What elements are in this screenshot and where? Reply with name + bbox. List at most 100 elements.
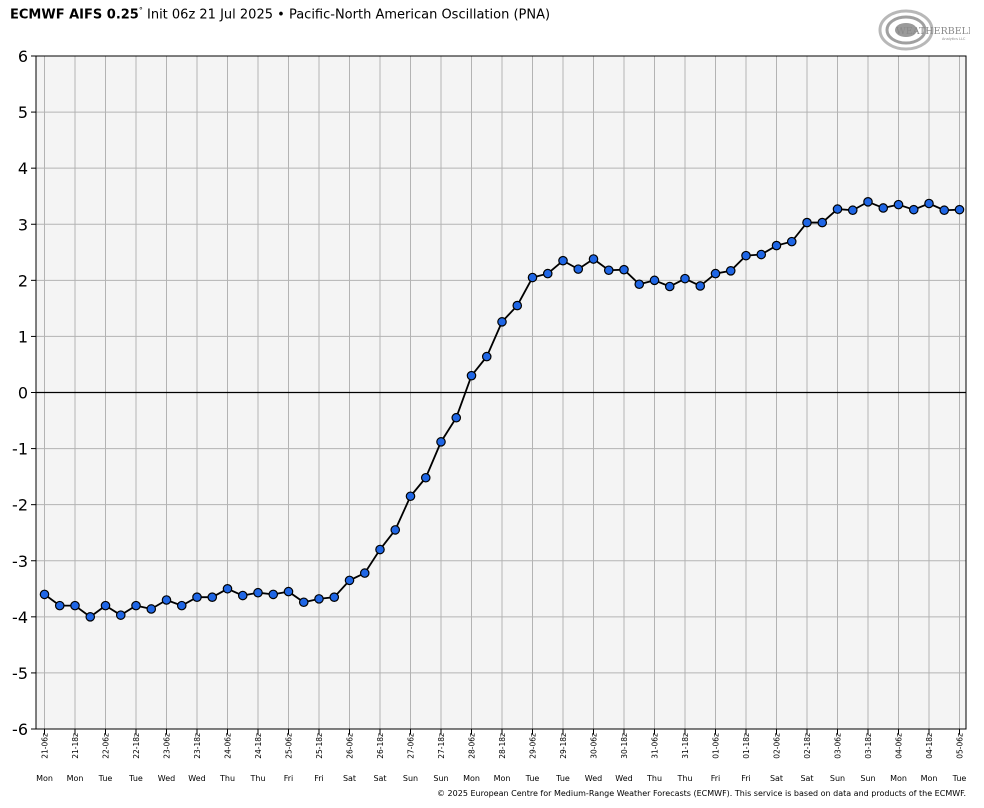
data-point-13 — [237, 590, 248, 601]
data-point-36 — [588, 254, 599, 264]
data-point-0 — [39, 589, 50, 600]
x-tick-label-9: 25-18z — [315, 733, 324, 759]
data-point-2 — [70, 600, 80, 611]
x-tick-label-11: 26-18z — [376, 733, 385, 759]
data-point-50 — [802, 217, 812, 228]
data-point-32 — [527, 272, 538, 283]
x-tick-label-3: 22-18z — [132, 733, 141, 759]
x-day-label-9: Fri — [314, 774, 324, 783]
x-tick-label-5: 23-18z — [193, 733, 202, 759]
data-point-7 — [146, 604, 157, 614]
chart-header: ECMWF AIFS 0.25° Init 06z 21 Jul 2025 • … — [10, 6, 550, 22]
data-point-49 — [786, 236, 797, 247]
data-point-20 — [344, 575, 355, 586]
x-axis: 21-06z Mon 21-18z Mon 22-06z Tue 22-18z Tue 23-0… — [36, 729, 966, 783]
data-point-59 — [939, 205, 950, 216]
data-point-38 — [619, 264, 629, 275]
data-point-30 — [497, 317, 507, 327]
x-tick-label-29: 04-18z — [925, 733, 934, 759]
x-tick-label-27: 03-18z — [864, 733, 873, 759]
data-point-51 — [817, 217, 828, 228]
logo-swirl-outer — [878, 9, 934, 51]
model-name: ECMWF AIFS 0.25 — [10, 7, 139, 23]
x-tick-label-20: 31-06z — [651, 733, 660, 759]
x-tick-label-12: 27-06z — [407, 733, 416, 759]
x-day-label-2: Tue — [98, 774, 113, 783]
y-tick-label-11: -5 — [12, 664, 28, 683]
y-tick-label-5: 1 — [18, 327, 28, 346]
pna-series-points — [39, 197, 965, 622]
x-day-label-27: Sun — [860, 774, 875, 783]
data-point-25 — [420, 472, 431, 483]
title-separator: • — [277, 7, 285, 23]
x-day-label-8: Fri — [284, 774, 294, 783]
x-day-label-10: Sat — [343, 774, 356, 783]
data-point-55 — [878, 203, 889, 213]
y-tick-label-3: 3 — [18, 215, 28, 234]
data-point-57 — [908, 204, 919, 215]
y-tick-label-4: 2 — [18, 271, 28, 290]
data-point-3 — [85, 612, 96, 622]
x-tick-label-28: 04-06z — [895, 733, 904, 759]
data-point-6 — [131, 600, 141, 611]
data-point-24 — [405, 491, 416, 502]
data-point-43 — [695, 281, 706, 291]
data-point-5 — [115, 610, 126, 620]
x-day-label-29: Mon — [921, 774, 938, 783]
x-tick-label-8: 25-06z — [285, 733, 294, 759]
x-day-label-20: Thu — [646, 774, 662, 783]
data-point-60 — [954, 204, 965, 215]
x-tick-label-19: 30-18z — [620, 733, 629, 759]
weatherbell-logo: WEATHERBELL Analytics LLC — [878, 9, 970, 51]
x-day-label-16: Tue — [525, 774, 540, 783]
data-point-18 — [314, 594, 324, 604]
x-tick-label-6: 24-06z — [224, 733, 233, 759]
x-tick-label-25: 02-18z — [803, 733, 812, 759]
data-point-29 — [481, 351, 492, 362]
y-axis: 6 5 4 3 2 1 0 -1 -2 -3 -4 -5 -6 — [12, 47, 36, 739]
data-point-10 — [192, 592, 202, 603]
x-day-label-17: Tue — [555, 774, 570, 783]
data-point-31 — [512, 300, 523, 311]
logo-swirl-mid — [885, 15, 927, 45]
y-tick-label-0: 6 — [18, 47, 28, 66]
data-point-33 — [542, 268, 553, 279]
x-tick-label-10: 26-06z — [346, 733, 355, 759]
x-tick-label-0: 21-06z — [41, 733, 50, 759]
data-point-19 — [329, 592, 340, 603]
x-tick-label-17: 29-18z — [559, 733, 568, 759]
x-tick-label-1: 21-18z — [71, 733, 80, 759]
x-day-label-18: Wed — [585, 774, 602, 783]
logo-subtext: Analytics LLC — [942, 37, 966, 41]
x-tick-label-4: 23-06z — [163, 733, 172, 759]
x-day-label-12: Sun — [403, 774, 418, 783]
x-day-label-15: Mon — [494, 774, 511, 783]
x-tick-label-16: 29-06z — [529, 733, 538, 759]
data-point-44 — [710, 268, 721, 279]
data-point-53 — [847, 205, 858, 216]
data-point-1 — [54, 600, 65, 611]
y-tick-label-8: -2 — [12, 496, 28, 515]
x-tick-label-23: 01-18z — [742, 733, 751, 759]
x-day-label-11: Sat — [373, 774, 386, 783]
data-point-47 — [756, 249, 767, 260]
x-day-label-5: Wed — [188, 774, 205, 783]
data-point-8 — [161, 595, 172, 605]
logo-swirl-inner — [895, 23, 917, 37]
x-day-label-0: Mon — [36, 774, 53, 783]
data-point-45 — [725, 265, 736, 276]
x-day-label-26: Sun — [830, 774, 845, 783]
data-point-35 — [573, 264, 584, 274]
data-point-58 — [924, 198, 934, 209]
data-point-16 — [283, 586, 294, 597]
y-tick-label-9: -3 — [12, 552, 28, 571]
data-point-21 — [359, 568, 370, 578]
data-point-11 — [207, 592, 218, 603]
data-point-41 — [664, 281, 675, 292]
data-point-52 — [832, 204, 843, 214]
x-day-label-30: Tue — [952, 774, 967, 783]
x-day-label-1: Mon — [67, 774, 84, 783]
x-day-label-23: Fri — [741, 774, 751, 783]
x-day-label-22: Fri — [711, 774, 721, 783]
